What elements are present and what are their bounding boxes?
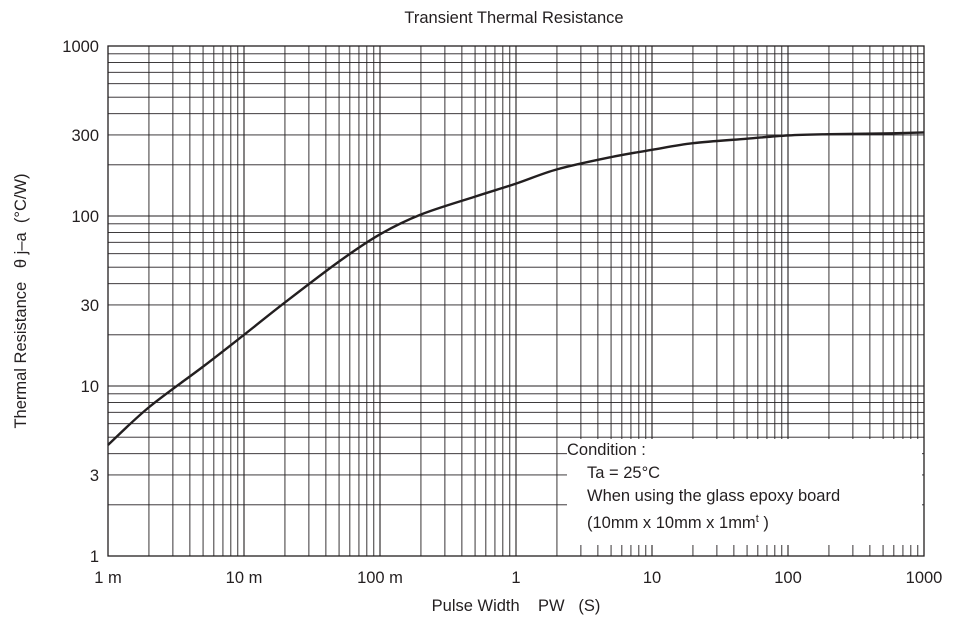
x-tick-label: 100 m [357, 569, 403, 587]
condition-line-3-text: (10mm x 10mm x 1mm [587, 514, 756, 532]
condition-line-1: Ta = 25°C [587, 464, 661, 482]
series-group [107, 131, 925, 446]
condition-title: Condition : [567, 441, 646, 459]
x-tick-label: 100 [774, 569, 802, 587]
y-tick-label: 100 [71, 208, 99, 226]
y-tick-label: 1000 [62, 38, 99, 56]
plot-frame [107, 45, 925, 557]
condition-box: Condition : Ta = 25°C When using the gla… [567, 439, 922, 545]
chart-title: Transient Thermal Resistance [404, 9, 623, 27]
x-tick-label: 1 m [94, 569, 122, 587]
y-tick-label: 300 [71, 127, 99, 145]
y-axis-label: Thermal Resistance θ j–a (°C/W) [12, 173, 30, 428]
x-tick-label: 10 [643, 569, 661, 587]
condition-line-3-suffix: ) [758, 514, 769, 532]
condition-line-3: (10mm x 10mm x 1mmt ) [567, 508, 922, 535]
y-tick-label: 30 [81, 297, 99, 315]
x-tick-labels: 1 m 10 m 100 m 1 10 100 1000 [94, 569, 942, 587]
x-tick-label: 1000 [906, 569, 943, 587]
grid [108, 46, 924, 556]
x-axis-label: Pulse Width PW (S) [432, 597, 601, 615]
condition-superscript: t [755, 513, 759, 525]
series-line [107, 131, 925, 446]
y-tick-label: 10 [81, 378, 99, 396]
y-tick-label: 3 [90, 467, 99, 485]
y-tick-label: 1 [90, 548, 99, 566]
condition-line-2: When using the glass epoxy board [587, 487, 841, 505]
x-tick-label: 1 [511, 569, 520, 587]
x-tick-label: 10 m [226, 569, 263, 587]
y-tick-labels: 1 3 10 30 100 300 1000 [62, 38, 99, 566]
